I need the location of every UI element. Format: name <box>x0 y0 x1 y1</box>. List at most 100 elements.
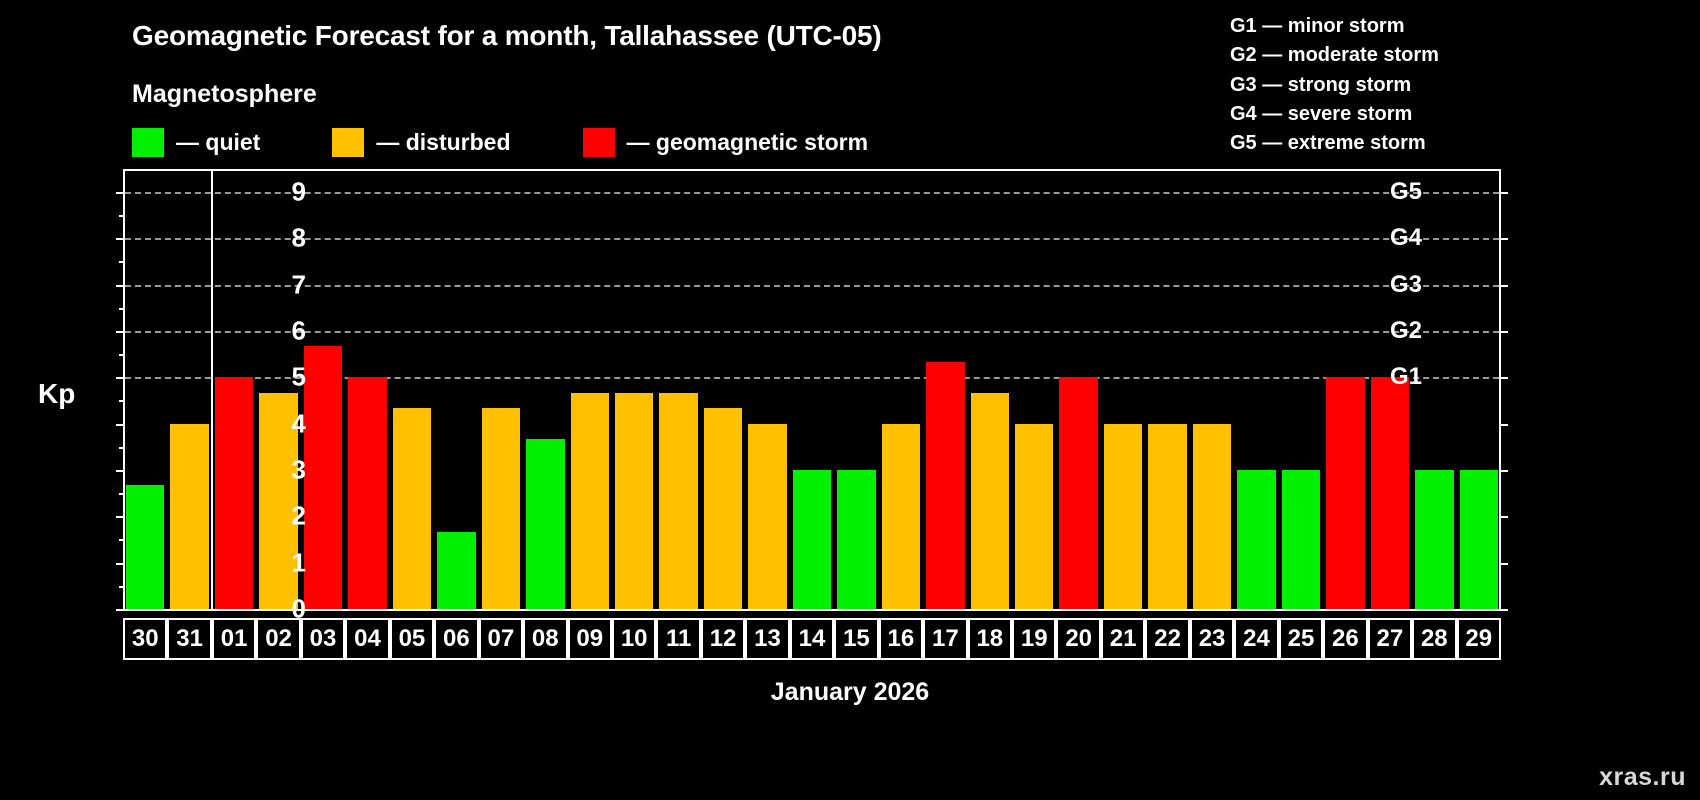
y-axis-title: Kp <box>38 378 76 409</box>
day-label-28[interactable]: 28 <box>1412 618 1457 660</box>
day-label-03[interactable]: 03 <box>300 618 346 660</box>
gridline-kp-8 <box>125 238 1499 241</box>
bar-day-19[interactable] <box>1015 423 1054 609</box>
day-label-24[interactable]: 24 <box>1234 618 1279 660</box>
g-axis-label-G3: G3 <box>1390 270 1423 298</box>
y-tick-8 <box>116 238 125 241</box>
legend-swatch-quiet <box>132 128 164 157</box>
bar-day-26[interactable] <box>1326 377 1365 609</box>
y-tick-right-6 <box>1499 330 1508 333</box>
y-minor-tick <box>119 215 125 218</box>
y-axis-label-5: 5 <box>291 361 306 392</box>
day-label-06[interactable]: 06 <box>434 618 479 660</box>
y-axis-label-6: 6 <box>291 315 306 346</box>
day-label-15[interactable]: 15 <box>834 618 879 660</box>
page-title: Geomagnetic Forecast for a month, Tallah… <box>132 20 882 51</box>
day-label-01[interactable]: 01 <box>211 618 257 660</box>
y-axis-label-0: 0 <box>291 593 306 624</box>
y-minor-tick <box>119 539 125 542</box>
day-label-20[interactable]: 20 <box>1056 618 1101 660</box>
y-minor-tick <box>119 307 125 310</box>
day-label-31[interactable]: 31 <box>167 618 212 660</box>
bars-layer <box>125 171 1499 609</box>
day-label-27[interactable]: 27 <box>1367 618 1413 660</box>
bar-day-11[interactable] <box>659 392 698 609</box>
day-label-05[interactable]: 05 <box>389 618 435 660</box>
bar-day-10[interactable] <box>614 392 654 609</box>
y-minor-tick <box>119 446 125 449</box>
bar-day-02[interactable] <box>259 392 298 609</box>
day-label-26[interactable]: 26 <box>1323 618 1368 660</box>
bar-day-01[interactable] <box>214 377 254 609</box>
bar-day-13[interactable] <box>748 423 787 609</box>
day-label-10[interactable]: 10 <box>611 618 657 660</box>
g-axis-label-G2: G2 <box>1390 316 1423 344</box>
day-label-17[interactable]: 17 <box>923 618 968 660</box>
bar-day-17[interactable] <box>926 361 965 609</box>
bar-day-18[interactable] <box>970 392 1010 609</box>
y-tick-7 <box>116 284 125 287</box>
bar-day-21[interactable] <box>1103 423 1143 609</box>
y-tick-3 <box>116 469 125 472</box>
gridline-kp-5 <box>125 377 1499 380</box>
day-label-12[interactable]: 12 <box>700 618 746 660</box>
g-scale-line-g1: G1 — minor storm <box>1230 15 1405 37</box>
day-label-23[interactable]: 23 <box>1189 618 1235 660</box>
day-label-21[interactable]: 21 <box>1100 618 1146 660</box>
bar-day-07[interactable] <box>481 408 521 609</box>
day-label-29[interactable]: 29 <box>1456 618 1501 660</box>
y-axis-label-2: 2 <box>291 500 306 531</box>
bar-day-15[interactable] <box>837 469 876 609</box>
bar-day-29[interactable] <box>1459 469 1498 609</box>
bar-day-20[interactable] <box>1059 377 1098 609</box>
y-axis-label-7: 7 <box>291 269 306 300</box>
day-label-19[interactable]: 19 <box>1012 618 1057 660</box>
y-tick-right-7 <box>1499 284 1508 287</box>
bar-day-12[interactable] <box>703 408 743 609</box>
bar-day-16[interactable] <box>881 423 921 609</box>
day-label-13[interactable]: 13 <box>745 618 790 660</box>
gridline-kp-7 <box>125 284 1499 287</box>
day-label-07[interactable]: 07 <box>478 618 524 660</box>
bar-day-24[interactable] <box>1237 469 1276 609</box>
y-tick-right-8 <box>1499 238 1508 241</box>
bar-day-23[interactable] <box>1192 423 1232 609</box>
bar-day-27[interactable] <box>1370 377 1410 609</box>
bar-day-14[interactable] <box>792 469 832 609</box>
bar-day-06[interactable] <box>437 531 476 609</box>
y-tick-5 <box>116 377 125 380</box>
g-scale-line-g2: G2 — moderate storm <box>1230 44 1439 67</box>
day-label-18[interactable]: 18 <box>967 618 1013 660</box>
day-label-25[interactable]: 25 <box>1278 618 1324 660</box>
bar-day-25[interactable] <box>1281 469 1321 609</box>
g-axis-label-G5: G5 <box>1390 177 1423 205</box>
day-label-22[interactable]: 22 <box>1145 618 1190 660</box>
bar-day-30[interactable] <box>126 485 165 609</box>
day-label-02[interactable]: 02 <box>256 618 301 660</box>
y-tick-right-1 <box>1499 562 1508 565</box>
day-label-04[interactable]: 04 <box>345 618 390 660</box>
y-axis-label-3: 3 <box>291 454 306 485</box>
x-axis-day-labels: 30 31 01 02 03 04 05 06 07 08 09 10 11 12 13 14 15 16 17 18… <box>123 618 1501 660</box>
y-axis-label-4: 4 <box>291 408 306 439</box>
g-scale-line-g3: G3 — strong storm <box>1230 73 1412 96</box>
y-tick-right-3 <box>1499 469 1508 472</box>
day-label-08[interactable]: 08 <box>523 618 568 660</box>
day-label-16[interactable]: 16 <box>878 618 924 660</box>
bar-day-04[interactable] <box>348 377 387 609</box>
bar-day-09[interactable] <box>570 392 609 609</box>
day-label-30[interactable]: 30 <box>123 618 168 660</box>
bar-day-28[interactable] <box>1415 469 1454 609</box>
bar-day-31[interactable] <box>170 423 209 609</box>
bar-day-03[interactable] <box>303 346 343 609</box>
day-label-14[interactable]: 14 <box>789 618 835 660</box>
y-tick-right-2 <box>1499 516 1508 519</box>
bar-day-05[interactable] <box>392 408 432 609</box>
y-minor-tick <box>119 585 125 588</box>
day-label-09[interactable]: 09 <box>567 618 612 660</box>
y-minor-tick <box>119 400 125 403</box>
g-scale-line-g4: G4 — severe storm <box>1230 102 1413 125</box>
bar-day-22[interactable] <box>1148 423 1187 609</box>
bar-day-08[interactable] <box>526 438 565 609</box>
day-label-11[interactable]: 11 <box>656 618 701 660</box>
